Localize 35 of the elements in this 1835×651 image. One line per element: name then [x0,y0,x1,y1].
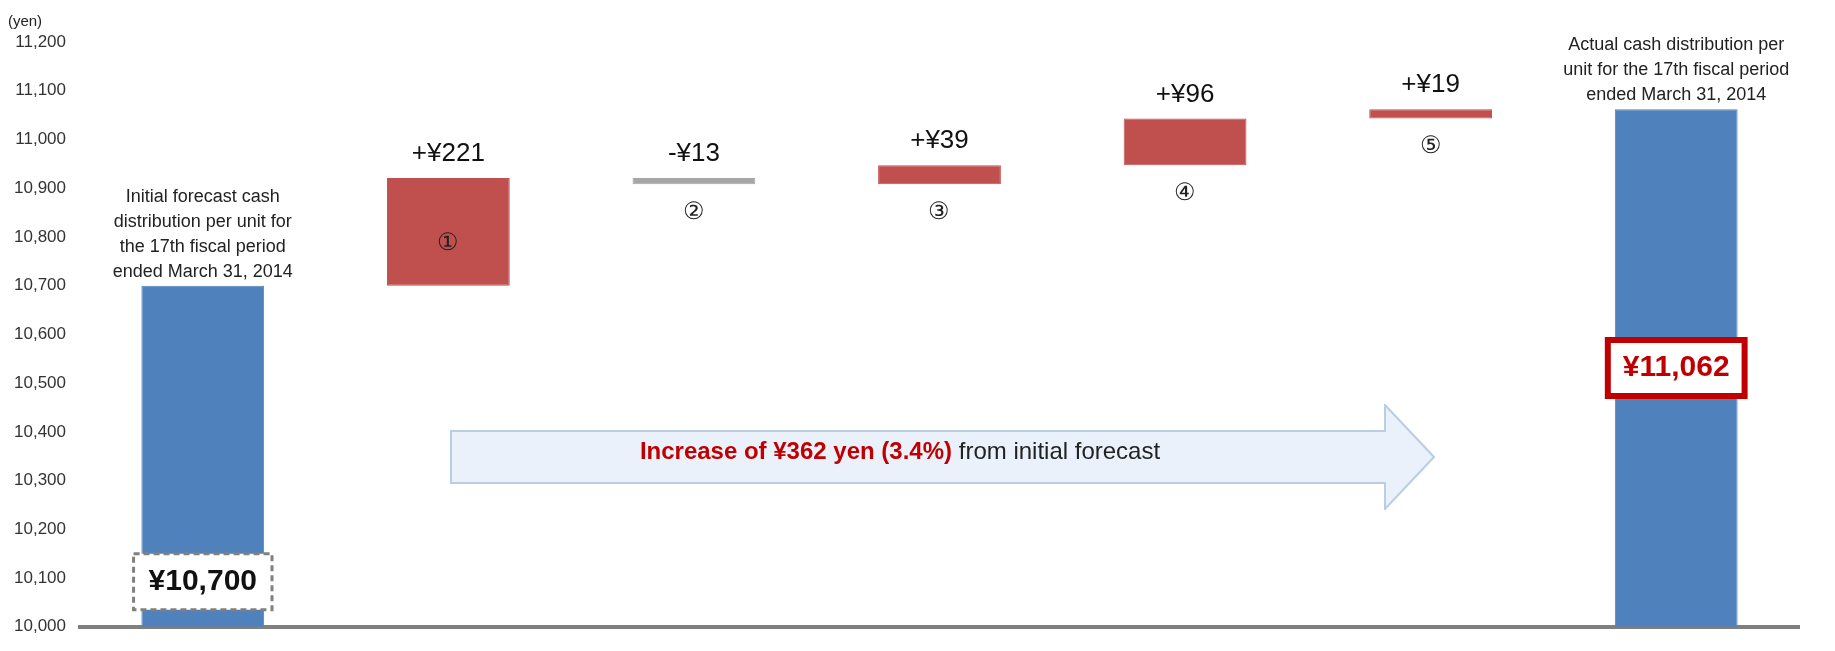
bar [878,165,1001,185]
y-axis-title: (yen) [7,12,43,30]
y-tick-label: 11,000 [15,129,66,149]
data-label: +¥39 [910,124,969,155]
bar [632,177,756,185]
data-label: ¥10,700 [148,563,258,597]
x-tick-label: ② [682,196,705,224]
data-label: ¥11,062 [1622,349,1730,383]
x-tick-label: Actual cash distribution per unit for the 17th fiscal period ended March 31, 2014 [1563,34,1790,105]
x-tick-label: Initial forecast cash distribution per unit for the 17th fiscal period ended March 31, 2014 [112,185,293,281]
x-tick-label: ① [437,228,460,256]
bar [1123,118,1247,166]
y-tick-label: 10,500 [14,372,66,392]
annotation: Increase of ¥362 yen (3.4%) [639,437,953,464]
y-tick-label: 10,100 [14,567,66,587]
annotation: from initial forecast [957,437,1161,464]
data-label: -¥13 [667,137,720,168]
data-label: +¥19 [1401,68,1460,99]
y-tick-label: 10,600 [14,324,66,344]
y-tick-label: 11,200 [15,31,66,51]
y-tick-label: 10,800 [14,226,66,246]
y-tick-label: 10,200 [14,519,66,539]
y-tick-label: 10,700 [14,275,66,295]
x-tick-label: ④ [1174,177,1197,205]
bar [1369,109,1493,119]
data-label: +¥96 [1155,77,1215,108]
y-tick-label: 10,300 [14,470,66,490]
x-tick-label: ③ [928,196,951,224]
y-tick-label: 10,000 [14,616,66,636]
x-tick-label: ⑤ [1419,131,1442,159]
y-tick-label: 11,100 [15,80,66,100]
y-tick-label: 10,900 [14,177,66,197]
data-label: +¥221 [411,137,485,168]
bar [386,177,510,286]
y-tick-label: 10,400 [14,421,66,441]
